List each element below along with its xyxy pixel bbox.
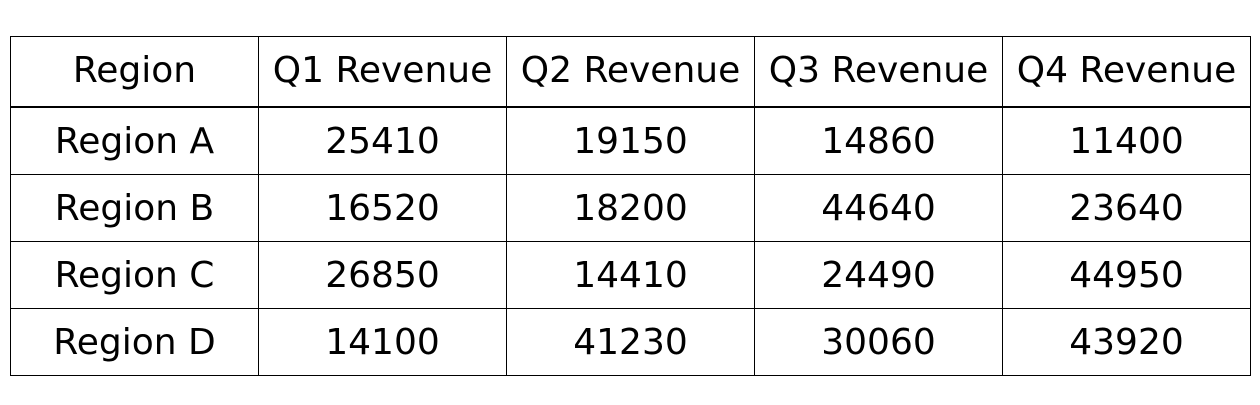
region-cell: Region D bbox=[10, 308, 259, 376]
q4-revenue-cell: 43920 bbox=[1002, 308, 1251, 376]
q2-revenue-cell: 19150 bbox=[506, 106, 755, 175]
revenue-table-container: Region Q1 Revenue Q2 Revenue Q3 Revenue … bbox=[10, 36, 1251, 376]
column-header-q1-revenue: Q1 Revenue bbox=[258, 36, 507, 108]
q3-revenue-cell: 24490 bbox=[754, 241, 1003, 309]
q3-revenue-cell: 44640 bbox=[754, 174, 1003, 242]
q1-revenue-cell: 26850 bbox=[258, 241, 507, 309]
table-header: Region Q1 Revenue Q2 Revenue Q3 Revenue … bbox=[10, 36, 1251, 108]
column-header-q2-revenue: Q2 Revenue bbox=[506, 36, 755, 108]
table-body: Region A 25410 19150 14860 11400 Region … bbox=[10, 106, 1251, 376]
table-row: Region B 16520 18200 44640 23640 bbox=[10, 174, 1251, 242]
q1-revenue-cell: 25410 bbox=[258, 106, 507, 175]
q1-revenue-cell: 14100 bbox=[258, 308, 507, 376]
q2-revenue-cell: 18200 bbox=[506, 174, 755, 242]
region-cell: Region C bbox=[10, 241, 259, 309]
q1-revenue-cell: 16520 bbox=[258, 174, 507, 242]
revenue-table: Region Q1 Revenue Q2 Revenue Q3 Revenue … bbox=[10, 36, 1251, 376]
q3-revenue-cell: 14860 bbox=[754, 106, 1003, 175]
column-header-q3-revenue: Q3 Revenue bbox=[754, 36, 1003, 108]
q4-revenue-cell: 23640 bbox=[1002, 174, 1251, 242]
region-cell: Region A bbox=[10, 106, 259, 175]
column-header-region: Region bbox=[10, 36, 259, 108]
column-header-q4-revenue: Q4 Revenue bbox=[1002, 36, 1251, 108]
table-row: Region C 26850 14410 24490 44950 bbox=[10, 241, 1251, 309]
q2-revenue-cell: 14410 bbox=[506, 241, 755, 309]
q2-revenue-cell: 41230 bbox=[506, 308, 755, 376]
q4-revenue-cell: 44950 bbox=[1002, 241, 1251, 309]
table-row: Region D 14100 41230 30060 43920 bbox=[10, 308, 1251, 376]
region-cell: Region B bbox=[10, 174, 259, 242]
q3-revenue-cell: 30060 bbox=[754, 308, 1003, 376]
table-row: Region A 25410 19150 14860 11400 bbox=[10, 106, 1251, 175]
header-row: Region Q1 Revenue Q2 Revenue Q3 Revenue … bbox=[10, 36, 1251, 108]
q4-revenue-cell: 11400 bbox=[1002, 106, 1251, 175]
